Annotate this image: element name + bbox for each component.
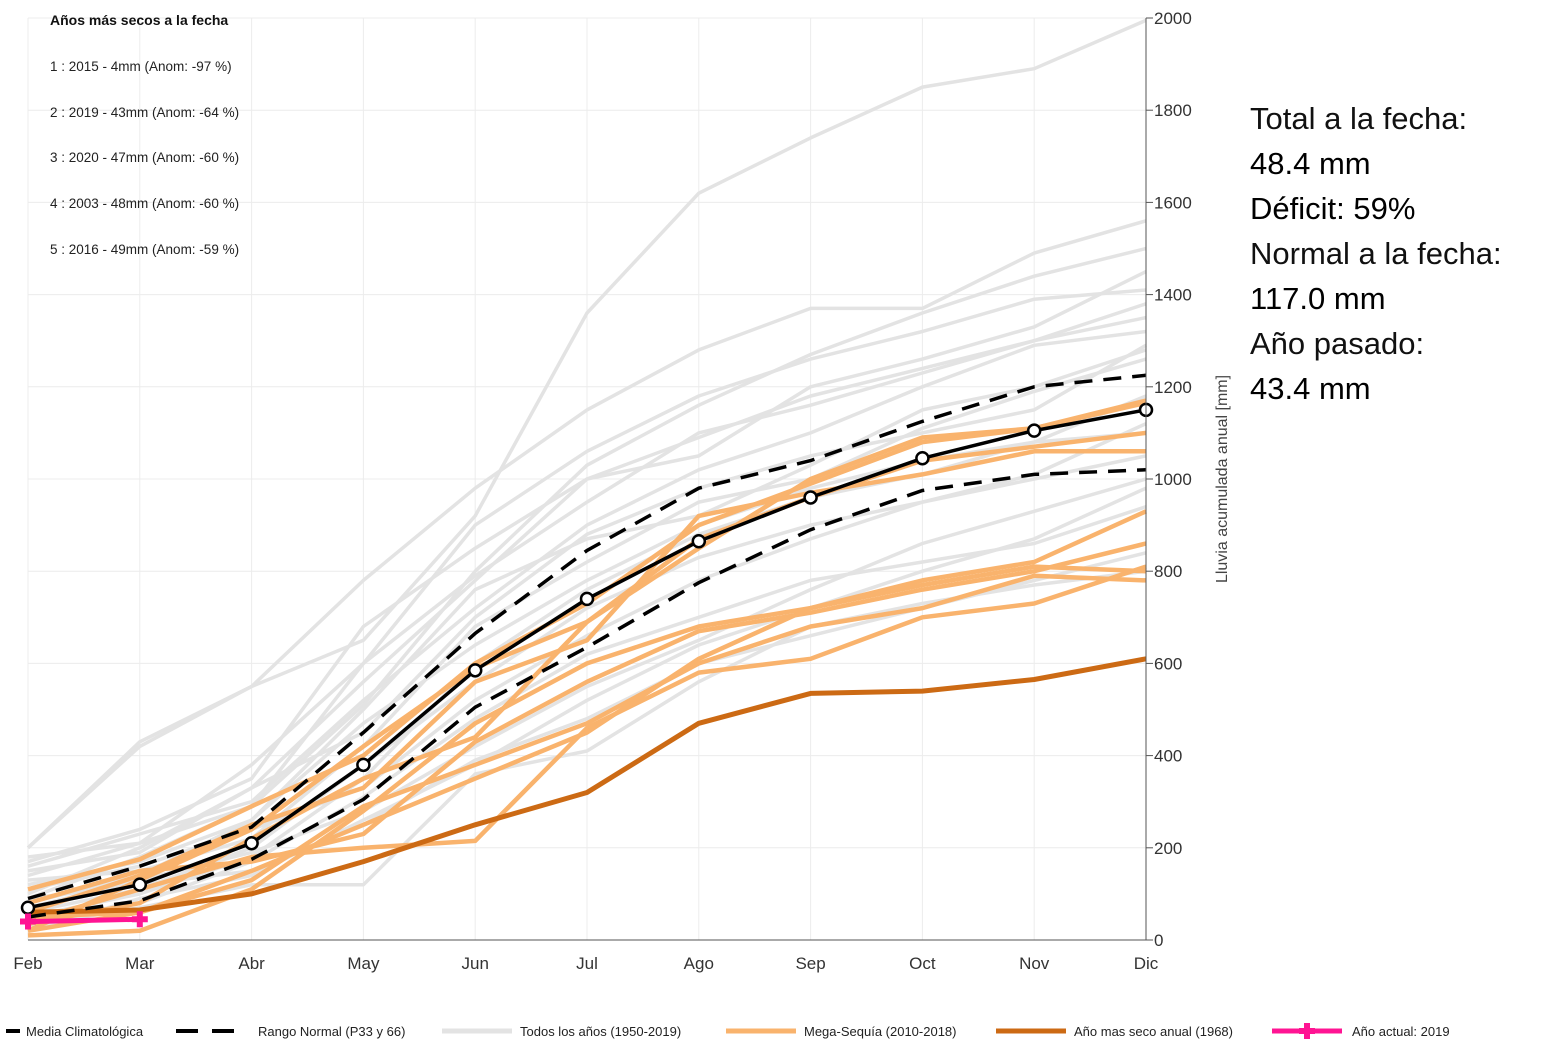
legend-label-mean: Media Climatológica — [26, 1024, 144, 1039]
dry-year-rank-5: 5 : 2016 - 49mm (Anom: -59 %) — [50, 242, 239, 257]
x-tick-labels: Feb Mar Abr May Jun Jul Ago Sep Oct Nov Dic — [13, 954, 1158, 973]
dry-year-rank-3: 3 : 2020 - 47mm (Anom: -60 %) — [50, 150, 239, 165]
x-tick-label-oct: Oct — [909, 954, 936, 973]
all-years-line-8 — [27, 348, 1147, 905]
mean-point-feb — [20, 900, 36, 915]
normal-range-lines — [27, 373, 1147, 919]
x-tick-label-jun: Jun — [461, 954, 488, 973]
mean-point-mar — [132, 877, 148, 892]
dry-year-rank-4: 4 : 2003 - 48mm (Anom: -60 %) — [50, 196, 239, 211]
y-axis-label: Lluvia acumulada anual [mm] — [1214, 375, 1231, 583]
legend-label-mega-drought: Mega-Sequía (2010-2018) — [804, 1024, 957, 1039]
current-year-line — [20, 911, 148, 930]
mega-drought-line-6 — [27, 541, 1147, 906]
last-year-value: 43.4 mm — [1250, 371, 1371, 406]
mega-drought-lines — [27, 398, 1147, 938]
mean-point-ago — [691, 533, 707, 549]
all-years-line-5 — [27, 329, 1147, 868]
y-tick-label-1400: 1400 — [1154, 286, 1192, 305]
x-tick-label-sep: Sep — [795, 954, 825, 973]
all-years-line-14 — [27, 288, 1147, 878]
dry-year-rank-1: 1 : 2015 - 4mm (Anom: -97 %) — [50, 59, 232, 74]
all-years-line-18 — [27, 302, 1147, 864]
x-tick-label-ago: Ago — [684, 954, 714, 973]
y-tick-label-1000: 1000 — [1154, 470, 1192, 489]
total-value: 48.4 mm — [1250, 146, 1371, 181]
all-years-line-peak — [26, 18, 1147, 850]
mean-point-nov — [1026, 423, 1042, 438]
x-tick-label-jul: Jul — [576, 954, 598, 973]
y-tick-label-1600: 1600 — [1154, 193, 1192, 212]
y-tick-label-200: 200 — [1154, 839, 1182, 858]
mean-point-abr — [244, 835, 259, 851]
y-tick-label-0: 0 — [1154, 931, 1163, 950]
driest-year-line — [27, 656, 1147, 915]
legend-marker-current — [1299, 1023, 1315, 1039]
mean-point-sep — [803, 490, 818, 505]
current-year-polyline — [27, 916, 140, 925]
all-years-line-6 — [27, 343, 1147, 896]
x-tick-label-may: May — [347, 954, 380, 973]
normal-value: 117.0 mm — [1250, 281, 1386, 316]
y-tick-label-2000: 2000 — [1154, 9, 1192, 28]
mean-point-oct — [915, 451, 930, 466]
mega-drought-line-4 — [27, 449, 1146, 915]
range-upper-p66 — [27, 373, 1147, 901]
total-label: Total a la fecha: — [1250, 101, 1468, 136]
legend-label-all-years: Todos los años (1950-2019) — [520, 1024, 681, 1039]
x-tick-label-nov: Nov — [1019, 954, 1050, 973]
mean-point-jul — [579, 591, 595, 607]
x-tick-label-feb: Feb — [13, 954, 42, 973]
mean-point-may — [356, 757, 371, 773]
deficit-value: Déficit: 59% — [1250, 191, 1416, 226]
y-tick-label-1800: 1800 — [1154, 101, 1192, 120]
legend-label-driest: Año mas seco anual (1968) — [1074, 1024, 1233, 1039]
driest-year-polyline — [27, 656, 1147, 915]
mega-drought-line-9 — [27, 564, 1147, 920]
x-tick-label-abr: Abr — [238, 954, 265, 973]
y-tick-label-400: 400 — [1154, 747, 1182, 766]
x-tick-label-mar: Mar — [125, 954, 155, 973]
y-tick-labels: 0 200 400 600 800 1000 1200 1400 1600 1800 2000 — [1146, 9, 1192, 950]
all-years-line-3 — [27, 315, 1147, 859]
current-year-point-mar — [131, 911, 148, 928]
mega-drought-line-7 — [27, 573, 1147, 934]
legend-label-range: Rango Normal (P33 y 66) — [258, 1024, 405, 1039]
all-years-line-7 — [27, 357, 1147, 882]
summary-panel: Total a la fecha: 48.4 mm Déficit: 59% N… — [1250, 96, 1540, 411]
mega-drought-line-8 — [27, 564, 1147, 924]
x-tick-label-dic: Dic — [1134, 954, 1159, 973]
y-tick-label-800: 800 — [1154, 562, 1182, 581]
mega-drought-line-3 — [27, 430, 1147, 927]
last-year-label: Año pasado: — [1250, 326, 1425, 361]
mean-point-jun — [467, 663, 483, 678]
dry-years-title: Años más secos a la fecha — [50, 12, 228, 28]
current-year-point-feb — [20, 913, 36, 930]
mega-drought-line-5 — [27, 509, 1147, 938]
y-tick-label-600: 600 — [1154, 654, 1182, 673]
dry-year-rank-2: 2 : 2019 - 43mm (Anom: -64 %) — [50, 105, 239, 120]
climatological-mean-line — [20, 402, 1154, 915]
legend: Media Climatológica Rango Normal (P33 y … — [6, 1023, 1450, 1039]
y-tick-label-1200: 1200 — [1154, 378, 1192, 397]
normal-label: Normal a la fecha: — [1250, 236, 1502, 271]
legend-label-current: Año actual: 2019 — [1352, 1024, 1450, 1039]
